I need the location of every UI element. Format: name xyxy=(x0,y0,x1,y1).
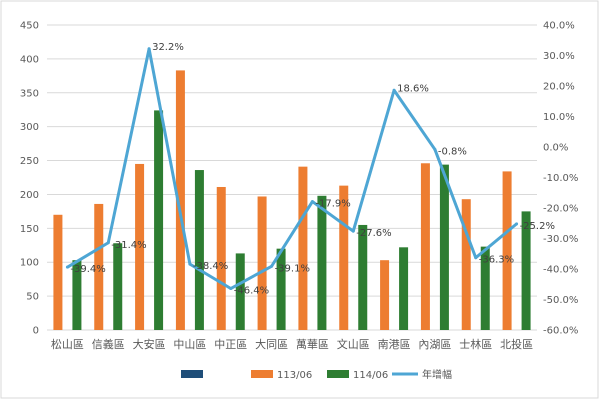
y-tick-label: 300 xyxy=(20,122,39,133)
category-label: 萬華區 xyxy=(296,338,329,351)
category-label: 中正區 xyxy=(214,338,247,351)
y-tick-label: 0 xyxy=(33,326,39,337)
y2-tick-label: 0.0% xyxy=(543,143,568,154)
bar-113-06 xyxy=(216,186,226,330)
bar-114-06 xyxy=(154,110,164,331)
growth-point xyxy=(65,265,69,269)
legend[interactable]: 113/06 114/06 年增幅 xyxy=(181,368,452,381)
bars xyxy=(53,70,531,331)
category-label: 大同區 xyxy=(255,337,288,351)
growth-point xyxy=(270,264,274,268)
category-label: 大安區 xyxy=(133,337,166,351)
bar-114-06 xyxy=(358,224,368,330)
bar-113-06 xyxy=(380,260,390,330)
bar-114-06 xyxy=(72,260,82,330)
category-label: 松山區 xyxy=(51,337,84,351)
y2-tick-label: -10.0% xyxy=(543,173,578,184)
growth-data-label: -31.4% xyxy=(111,240,146,251)
growth-point xyxy=(433,147,437,151)
category-label: 北投區 xyxy=(500,337,533,351)
y-tick-label: 400 xyxy=(20,54,39,65)
category-label: 信義區 xyxy=(92,337,125,351)
bar-114-06 xyxy=(480,246,490,330)
legend-swatch xyxy=(251,370,273,378)
bar-114-06 xyxy=(194,170,204,330)
growth-data-label: -39.1% xyxy=(275,263,310,274)
bar-114-06 xyxy=(521,211,531,330)
y2-tick-label: -20.0% xyxy=(543,204,578,215)
category-label: 內湖區 xyxy=(418,338,451,351)
bar-113-06 xyxy=(257,196,267,330)
legend-label: 113/06 xyxy=(277,370,312,381)
y-tick-label: 150 xyxy=(20,224,39,235)
growth-data-label: -36.3% xyxy=(479,255,514,266)
y2-tick-label: 10.0% xyxy=(543,112,575,123)
bar-113-06 xyxy=(298,166,308,330)
growth-point xyxy=(188,262,192,266)
y2-tick-label: 40.0% xyxy=(543,21,575,32)
bar-113-06 xyxy=(94,203,104,330)
growth-line: -39.4% -31.4% 32.2% -38.4% -46.4% -39.1% -17.9… xyxy=(65,42,555,297)
y-tick-label: 450 xyxy=(20,21,39,32)
growth-point xyxy=(351,229,355,233)
y2-tick-label: -40.0% xyxy=(543,265,578,276)
growth-data-label: -38.4% xyxy=(193,261,228,272)
y-tick-label: 100 xyxy=(20,258,39,269)
gridlines xyxy=(47,24,537,331)
growth-point xyxy=(474,256,478,260)
growth-point xyxy=(106,241,110,245)
y-tick-label: 50 xyxy=(26,292,39,303)
growth-data-label: -27.6% xyxy=(356,228,391,239)
left-axis: 0 50 100 150 200 250 300 350 400 450 xyxy=(20,21,39,337)
y2-tick-label: 20.0% xyxy=(543,82,575,93)
bar-113-06 xyxy=(502,171,512,330)
bar-114-06 xyxy=(317,195,327,330)
bar-113-06 xyxy=(135,163,145,330)
category-label: 士林區 xyxy=(459,337,492,351)
growth-data-label: -17.9% xyxy=(315,199,350,210)
growth-data-label: -25.2% xyxy=(520,221,555,232)
bar-113-06 xyxy=(461,199,471,330)
legend-label: 114/06 xyxy=(353,370,388,381)
y2-tick-label: -30.0% xyxy=(543,234,578,245)
growth-point xyxy=(310,200,314,204)
y2-tick-label: -60.0% xyxy=(543,326,578,337)
growth-data-label: -0.8% xyxy=(438,146,467,157)
bar-113-06 xyxy=(53,214,63,330)
growth-point xyxy=(392,88,396,92)
bar-114-06 xyxy=(399,247,409,330)
growth-point xyxy=(229,287,233,291)
bar-113-06 xyxy=(420,163,430,330)
growth-data-label: 32.2% xyxy=(152,42,184,53)
growth-point xyxy=(515,222,519,226)
category-label: 中山區 xyxy=(173,338,206,351)
y2-tick-label: 30.0% xyxy=(543,51,575,62)
category-axis: 松山區 信義區 大安區 中山區 中正區 大同區 萬華區 文山區 南港區 內湖區 士林區 北投區 xyxy=(51,337,533,351)
right-axis: 40.0% 30.0% 20.0% 10.0% 0.0% -10.0% -20.0% -30.… xyxy=(543,21,578,337)
growth-point xyxy=(147,47,151,51)
legend-label: 年增幅 xyxy=(422,368,452,381)
y2-tick-label: -50.0% xyxy=(543,295,578,306)
y-tick-label: 250 xyxy=(20,156,39,167)
growth-line-path xyxy=(66,47,518,291)
y-tick-label: 350 xyxy=(20,88,39,99)
growth-data-label: -39.4% xyxy=(70,264,105,275)
growth-data-label: 18.6% xyxy=(397,83,429,94)
bar-114-06 xyxy=(439,164,449,330)
category-label: 文山區 xyxy=(337,337,370,351)
legend-swatch xyxy=(327,370,349,378)
bar-114-06 xyxy=(113,243,123,330)
legend-swatch xyxy=(181,370,203,378)
growth-data-label: -46.4% xyxy=(234,286,269,297)
bar-113-06 xyxy=(339,185,349,330)
category-label: 南港區 xyxy=(378,338,411,351)
bar-114-06 xyxy=(235,253,245,330)
y-tick-label: 200 xyxy=(20,190,39,201)
bar-114-06 xyxy=(276,248,286,330)
bar-113-06 xyxy=(175,70,185,331)
